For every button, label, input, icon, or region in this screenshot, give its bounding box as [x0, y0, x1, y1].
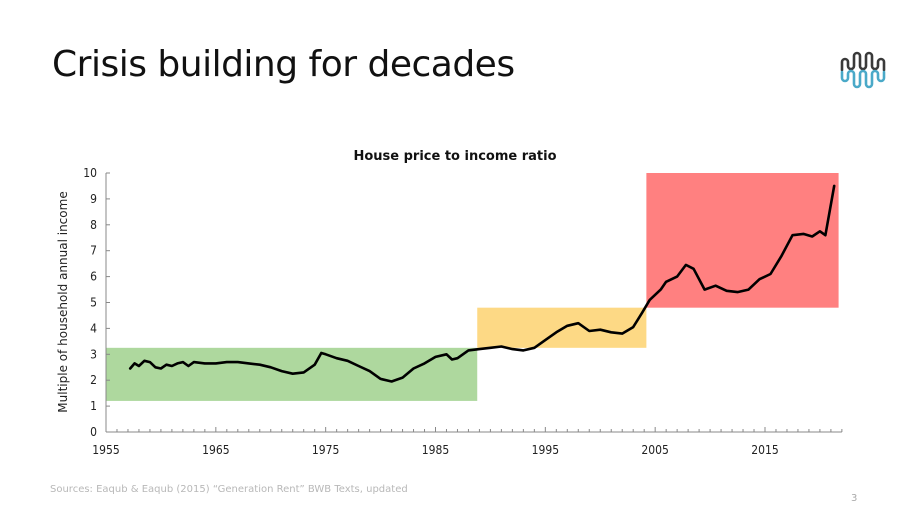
y-tick-label: 6 [90, 270, 97, 284]
red-region [646, 173, 839, 308]
x-tick-label: 1985 [422, 443, 449, 457]
y-tick-label: 8 [90, 218, 97, 232]
y-axis-label: Multiple of household annual income [56, 191, 70, 412]
y-tick-label: 2 [90, 373, 97, 387]
x-tick-label: 2005 [641, 443, 668, 457]
page-number: 3 [851, 493, 858, 504]
y-tick-label: 3 [90, 347, 97, 361]
shaded-regions [106, 173, 839, 401]
y-tick-label: 10 [83, 166, 97, 180]
x-tick-label: 1955 [92, 443, 119, 457]
x-tick-label: 2015 [751, 443, 778, 457]
y-tick-label: 7 [90, 244, 97, 258]
slide-title: Crisis building for decades [52, 44, 515, 85]
y-tick-label: 9 [90, 192, 97, 206]
y-tick-label: 5 [90, 296, 97, 310]
y-tick-label: 0 [90, 425, 97, 439]
y-tick-label: 4 [90, 321, 97, 335]
chart-title: House price to income ratio [353, 149, 556, 164]
y-tick-label: 1 [90, 399, 97, 413]
axes: 1955 1965 1975 1985 1995 2005 2015 0 1 2 3 4 5 6 7 8 9 10 [83, 166, 843, 457]
x-tick-label: 1965 [202, 443, 229, 457]
x-tick-label: 1995 [532, 443, 559, 457]
x-tick-label: 1975 [312, 443, 339, 457]
series-line [128, 184, 836, 383]
sources-note: Sources: Eaqub & Eaqub (2015) “Generatio… [50, 484, 408, 495]
wave-logo-icon [840, 51, 886, 89]
series-layer [128, 184, 836, 383]
